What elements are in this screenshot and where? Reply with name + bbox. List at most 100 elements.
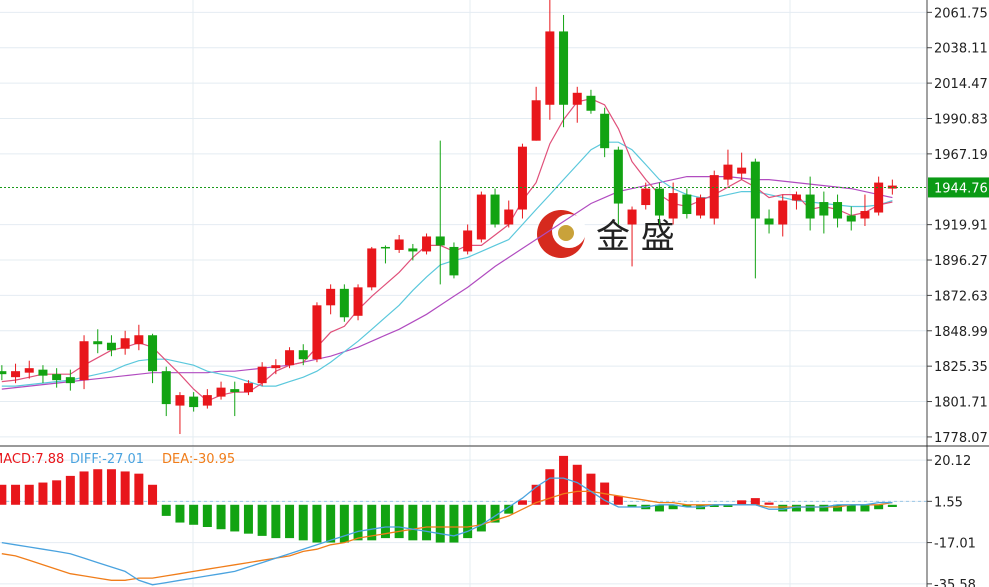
candle <box>161 366 171 417</box>
candle-body <box>161 371 171 405</box>
macd-bar <box>545 469 555 505</box>
candle <box>600 107 610 158</box>
candle-body <box>408 248 418 252</box>
candle-body <box>517 146 527 210</box>
current-price-label: 1944.76 <box>928 177 989 198</box>
macd-bar <box>79 471 89 505</box>
candle-body <box>298 350 308 360</box>
candle <box>120 330 130 355</box>
candle-body <box>559 31 569 105</box>
macd-axis: 20.12 1.55 -17.01 -35.58 <box>927 454 976 587</box>
candle <box>216 381 226 400</box>
macd-bar <box>682 504 692 507</box>
candle <box>750 158 760 279</box>
candle <box>394 234 404 253</box>
candle-body <box>134 335 144 345</box>
candle <box>271 359 281 375</box>
candle <box>709 170 719 225</box>
macd-bar <box>586 473 596 505</box>
macd-bar <box>668 504 678 510</box>
candle-body <box>476 194 486 240</box>
macd-bar <box>134 473 144 505</box>
candle-body <box>312 305 322 360</box>
candle <box>326 284 336 315</box>
candle-body <box>79 341 89 381</box>
candle-body <box>874 182 884 213</box>
macd-bar <box>559 455 569 505</box>
macd-bar <box>435 504 445 543</box>
macd-bar <box>312 504 322 543</box>
candle <box>0 365 7 381</box>
macd-bar <box>791 504 801 512</box>
legend-macd: MACD:7.88 <box>0 452 64 467</box>
candle <box>24 360 34 379</box>
candle <box>764 209 774 234</box>
candle <box>106 335 116 357</box>
candle-body <box>613 149 623 204</box>
macd-legend: MACD:7.88 DIFF:-27.01 DEA:-30.95 <box>0 452 235 467</box>
candle <box>189 392 199 412</box>
candle-body <box>778 200 788 225</box>
candle-body <box>545 31 555 105</box>
macd-bar <box>120 471 130 505</box>
candle <box>654 182 664 225</box>
candle-body <box>216 387 226 397</box>
candle <box>559 14 569 128</box>
macd-bar <box>709 504 719 507</box>
candle <box>367 246 377 291</box>
macd-bar <box>463 504 473 539</box>
candle-body <box>819 202 829 216</box>
price-tick-label: 2061.75 <box>934 6 988 21</box>
candle <box>148 333 158 384</box>
ma20-path <box>1 176 893 390</box>
macd-bar <box>778 504 788 512</box>
candle-body <box>24 368 34 373</box>
macd-bar <box>189 504 199 525</box>
macd-bar <box>106 469 116 505</box>
diff-line <box>1 477 893 586</box>
macd-bar <box>887 504 897 507</box>
candle-body <box>93 341 103 345</box>
price-tick-label: 1825.35 <box>934 360 988 375</box>
macd-bar <box>394 504 404 539</box>
candle <box>65 369 75 391</box>
candle-body <box>285 350 295 366</box>
candle-body <box>394 239 404 250</box>
candle-body <box>750 161 760 219</box>
macd-bar <box>52 480 62 505</box>
candle <box>257 362 267 387</box>
macd-bar <box>257 504 267 536</box>
price-tick-label: 2038.11 <box>934 42 988 57</box>
candle <box>175 392 185 435</box>
macd-bar <box>353 504 363 541</box>
candle-body <box>791 194 801 201</box>
candle <box>545 0 555 120</box>
macd-bar <box>298 504 308 541</box>
macd-bar <box>764 502 774 505</box>
candle-body <box>723 164 733 180</box>
macd-bar <box>846 504 856 512</box>
candle <box>791 191 801 210</box>
macd-tick-label: -35.58 <box>934 578 976 587</box>
candle-body <box>737 167 747 174</box>
candle-body <box>600 113 610 149</box>
candle <box>435 140 445 285</box>
macd-bar <box>202 504 212 527</box>
price-tick-label: 1990.83 <box>934 112 988 127</box>
macd-bar <box>613 495 623 505</box>
macd-bar <box>627 504 637 507</box>
candle <box>52 368 62 388</box>
candle <box>860 194 870 226</box>
price-tick-label: 1872.63 <box>934 289 988 304</box>
candle-body <box>0 371 7 375</box>
macd-bar <box>874 504 884 510</box>
candle-body <box>682 194 692 215</box>
macd-bar <box>271 504 281 539</box>
macd-bar <box>148 484 158 505</box>
candle-body <box>641 188 651 206</box>
candle-body <box>367 248 377 288</box>
candle <box>449 242 459 279</box>
macd-bar <box>449 504 459 543</box>
macd-bar <box>161 504 171 516</box>
